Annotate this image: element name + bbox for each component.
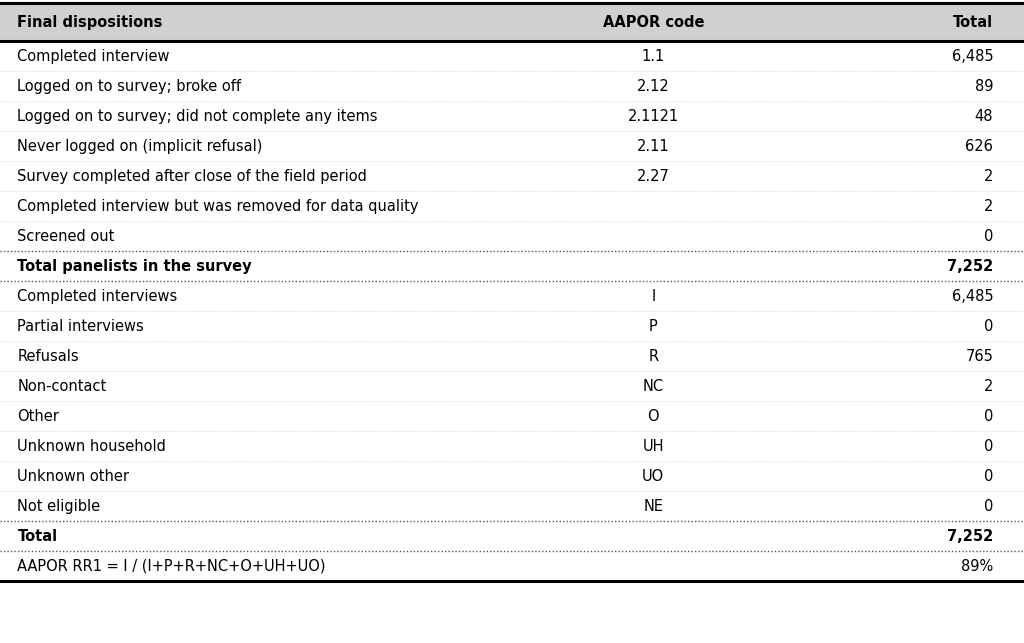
Text: I: I <box>651 289 655 303</box>
Text: 626: 626 <box>966 139 993 154</box>
Text: Logged on to survey; broke off: Logged on to survey; broke off <box>17 78 242 94</box>
Text: AAPOR RR1 = I / (I+P+R+NC+O+UH+UO): AAPOR RR1 = I / (I+P+R+NC+O+UH+UO) <box>17 559 326 574</box>
Text: 89: 89 <box>975 78 993 94</box>
Text: Unknown household: Unknown household <box>17 439 166 454</box>
Text: 0: 0 <box>984 409 993 424</box>
Text: NC: NC <box>643 379 664 394</box>
Text: Never logged on (implicit refusal): Never logged on (implicit refusal) <box>17 139 263 154</box>
Text: O: O <box>647 409 659 424</box>
Text: 2.12: 2.12 <box>637 78 670 94</box>
Text: 0: 0 <box>984 499 993 514</box>
Text: 2: 2 <box>984 379 993 394</box>
Text: UO: UO <box>642 469 665 484</box>
Text: 0: 0 <box>984 439 993 454</box>
Text: 0: 0 <box>984 469 993 484</box>
Text: 0: 0 <box>984 319 993 334</box>
Text: Total: Total <box>953 15 993 30</box>
Text: 2.1121: 2.1121 <box>628 109 679 123</box>
Text: 48: 48 <box>975 109 993 123</box>
Text: Completed interviews: Completed interviews <box>17 289 177 303</box>
Text: Total panelists in the survey: Total panelists in the survey <box>17 258 252 274</box>
Text: UH: UH <box>643 439 664 454</box>
Text: R: R <box>648 349 658 364</box>
Text: Other: Other <box>17 409 59 424</box>
Text: Screened out: Screened out <box>17 229 115 244</box>
Text: 6,485: 6,485 <box>951 49 993 64</box>
Text: Non-contact: Non-contact <box>17 379 106 394</box>
Text: 6,485: 6,485 <box>951 289 993 303</box>
Text: 2: 2 <box>984 199 993 213</box>
Text: 2.27: 2.27 <box>637 168 670 184</box>
Text: Completed interview but was removed for data quality: Completed interview but was removed for … <box>17 199 419 213</box>
Text: Unknown other: Unknown other <box>17 469 129 484</box>
Text: Not eligible: Not eligible <box>17 499 100 514</box>
Text: Survey completed after close of the field period: Survey completed after close of the fiel… <box>17 168 368 184</box>
Text: Logged on to survey; did not complete any items: Logged on to survey; did not complete an… <box>17 109 378 123</box>
Text: NE: NE <box>643 499 664 514</box>
Text: 2.11: 2.11 <box>637 139 670 154</box>
Text: AAPOR code: AAPOR code <box>602 15 705 30</box>
Text: Final dispositions: Final dispositions <box>17 15 163 30</box>
Text: Completed interview: Completed interview <box>17 49 170 64</box>
Text: 7,252: 7,252 <box>947 529 993 544</box>
Text: Total: Total <box>17 529 57 544</box>
Text: Partial interviews: Partial interviews <box>17 319 144 334</box>
Text: 0: 0 <box>984 229 993 244</box>
Text: P: P <box>649 319 657 334</box>
Text: 765: 765 <box>966 349 993 364</box>
Text: 89%: 89% <box>962 559 993 574</box>
Text: 1.1: 1.1 <box>642 49 665 64</box>
Text: 2: 2 <box>984 168 993 184</box>
Bar <box>0 3 1024 41</box>
Text: Refusals: Refusals <box>17 349 79 364</box>
Text: 7,252: 7,252 <box>947 258 993 274</box>
